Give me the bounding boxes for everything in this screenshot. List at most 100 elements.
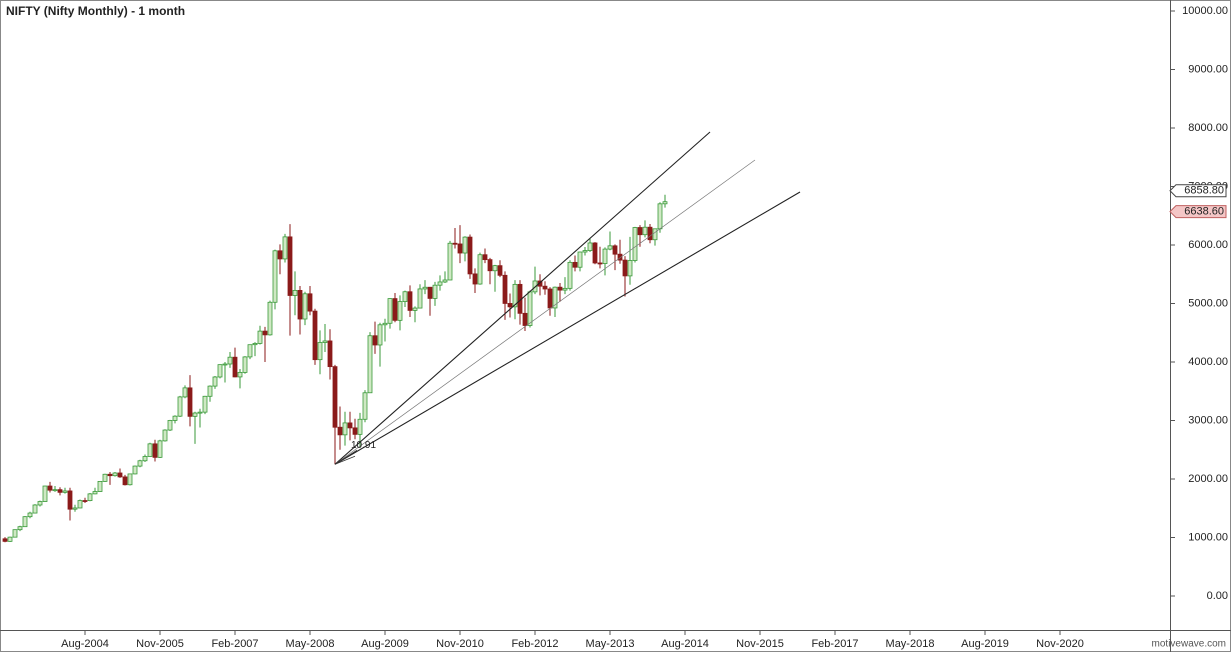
candle-body	[547, 288, 553, 309]
candle-body	[602, 248, 608, 264]
candle-body	[497, 265, 503, 276]
y-tick-label: 5000.00	[1188, 297, 1228, 309]
candle-body	[267, 301, 273, 336]
candle-body	[217, 364, 223, 378]
candle-body	[147, 443, 153, 457]
candle-body	[62, 490, 68, 493]
candle-body	[362, 392, 368, 420]
candle-body	[282, 236, 288, 260]
trendline	[334, 191, 801, 465]
candle-body	[427, 286, 433, 299]
candle-body	[422, 286, 428, 290]
trendline	[334, 131, 711, 465]
x-tick-label: Feb-2017	[811, 638, 858, 650]
candle-body	[612, 245, 618, 255]
candle-body	[37, 501, 43, 506]
y-tick-label: 8000.00	[1188, 122, 1228, 134]
candle-body	[512, 283, 518, 308]
candle-body	[197, 411, 203, 414]
candle-body	[297, 290, 303, 320]
price-label: 6858.80	[1184, 185, 1224, 197]
candle-body	[437, 281, 443, 286]
candle-body	[417, 288, 423, 309]
candle-body	[207, 385, 213, 397]
candle-body	[167, 420, 173, 431]
y-tick-label: 1000.00	[1188, 531, 1228, 543]
candle-body	[442, 279, 448, 283]
candle-body	[232, 356, 238, 378]
candle-body	[462, 236, 468, 254]
candle-body	[42, 485, 48, 502]
y-tick-label: 9000.00	[1188, 63, 1228, 75]
candle-body	[67, 490, 73, 510]
candle-body	[542, 285, 548, 290]
candle-body	[357, 418, 363, 435]
candle-body	[482, 254, 488, 261]
candle-body	[342, 422, 348, 436]
candle-body	[137, 460, 143, 467]
x-tick-label: Nov-2010	[436, 638, 484, 650]
candle-body	[587, 242, 593, 251]
candle-body	[202, 395, 208, 413]
candle-body	[382, 322, 388, 326]
candle-body	[237, 372, 243, 378]
candle-body	[172, 415, 178, 421]
candle-body	[72, 507, 78, 510]
candle-body	[472, 273, 478, 285]
candle-body	[452, 242, 458, 245]
candle-body	[187, 387, 193, 417]
price-label-box	[1169, 184, 1227, 198]
candle-body	[412, 307, 418, 311]
candle-body	[562, 287, 568, 291]
candle-body	[572, 261, 578, 268]
candle-body	[262, 330, 268, 336]
candle-body	[662, 201, 668, 205]
candle-body	[22, 516, 28, 528]
candle-body	[537, 280, 543, 287]
x-tick-label: Feb-2012	[511, 638, 558, 650]
trendline	[334, 159, 756, 465]
x-tick-label: Aug-2019	[961, 638, 1009, 650]
candle-body	[212, 376, 218, 387]
candle-body	[607, 245, 613, 250]
candle-body	[337, 426, 343, 436]
candle-body	[192, 412, 198, 417]
x-tick-label: Aug-2004	[61, 638, 109, 650]
candle-body	[12, 529, 18, 538]
candle-body	[162, 429, 168, 442]
candle-body	[82, 500, 88, 502]
x-tick-label: Aug-2014	[661, 638, 709, 650]
candle-body	[652, 228, 658, 241]
candle-body	[177, 396, 183, 417]
candle-body	[502, 274, 508, 304]
candle-body	[7, 536, 13, 542]
candle-body	[47, 485, 53, 491]
candle-body	[407, 291, 413, 311]
y-tick-label: 6000.00	[1188, 239, 1228, 251]
candle-body	[402, 291, 408, 302]
candle-body	[247, 344, 253, 358]
candle-body	[347, 422, 353, 429]
candle-body	[102, 473, 108, 482]
candle-body	[657, 203, 663, 230]
candle-body	[242, 356, 248, 373]
x-tick-label: May-2008	[286, 638, 335, 650]
candle-body	[122, 476, 128, 486]
x-tick-label: Nov-2015	[736, 638, 784, 650]
candle-body	[287, 236, 293, 296]
candle-body	[32, 504, 38, 514]
candle-body	[577, 251, 583, 268]
candle-body	[377, 324, 383, 346]
annotation: 10.91	[351, 440, 376, 451]
candle-body	[222, 363, 228, 366]
y-tick-label: 10000.00	[1182, 5, 1228, 17]
candle-body	[27, 512, 33, 518]
watermark: motivewave.com	[1152, 639, 1226, 650]
candle-body	[622, 259, 628, 277]
candle-body	[582, 250, 588, 253]
candle-body	[372, 335, 378, 346]
candle-body	[467, 236, 473, 275]
angle-marker	[334, 449, 358, 465]
